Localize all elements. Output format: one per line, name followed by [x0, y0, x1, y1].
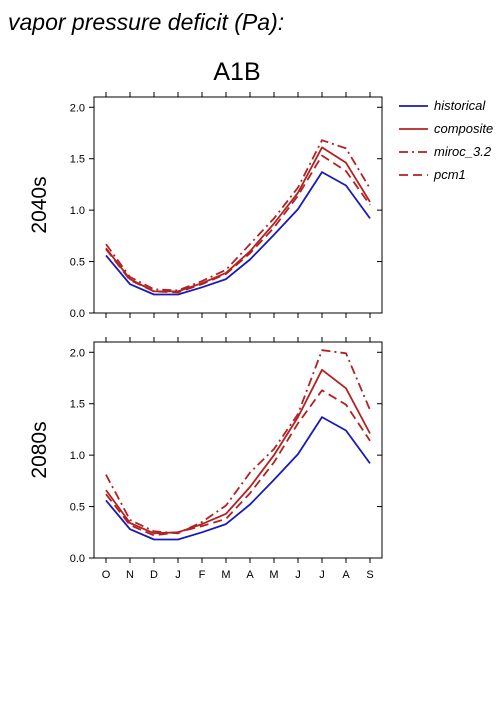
- x-tick-label: M: [269, 569, 278, 581]
- x-tick-label: F: [199, 569, 206, 581]
- legend-label: miroc_3.2: [434, 144, 492, 159]
- x-tick-label: A: [342, 569, 350, 581]
- row-label: 2080s: [28, 421, 51, 478]
- y-tick-label: 2.0: [70, 347, 85, 359]
- x-tick-label: S: [366, 569, 373, 581]
- legend: historical composite miroc_3.2 pcm1: [399, 98, 493, 182]
- y-tick-label: 0.5: [70, 257, 85, 269]
- series-line-historical: [105, 416, 371, 541]
- series-line-composite: [105, 368, 371, 535]
- x-tick-label: O: [102, 569, 111, 581]
- legend-label: composite: [434, 121, 493, 136]
- x-tick-label: M: [221, 569, 230, 581]
- x-tick-label: A: [246, 569, 254, 581]
- y-tick-label: 1.0: [70, 450, 85, 462]
- y-tick-label: 1.5: [70, 399, 85, 411]
- series-line-miroc-3-2: [105, 349, 371, 535]
- scenario-title: A1B: [213, 58, 260, 86]
- y-tick-label: 1.0: [70, 205, 85, 217]
- y-tick-label: 0.0: [70, 308, 85, 320]
- x-tick-label: J: [295, 569, 301, 581]
- x-tick-label: J: [175, 569, 181, 581]
- plot-frame: [93, 341, 383, 559]
- series-line-miroc-3-2: [105, 139, 371, 292]
- y-tick-label: 1.5: [70, 154, 85, 166]
- plot-frame: [93, 96, 383, 314]
- y-tick-label: 2.0: [70, 102, 85, 114]
- y-tick-label: 0.5: [70, 502, 85, 514]
- y-tick-label: 0.0: [70, 553, 85, 565]
- legend-label: pcm1: [433, 167, 466, 182]
- x-tick-label: D: [150, 569, 158, 581]
- series-line-pcm1: [105, 389, 371, 537]
- x-tick-label: N: [126, 569, 134, 581]
- panel-2080s: 0.0 0.5 1.0 1.5 2.0 O N D J F M A M J J A S 2080s: [28, 337, 383, 581]
- x-tick-label: J: [319, 569, 325, 581]
- series-line-historical: [105, 171, 371, 296]
- series-line-pcm1: [105, 154, 371, 294]
- panel-2040s: 0.0 0.5 1.0 1.5 2.0 2040s: [28, 92, 383, 320]
- figure-title: vapor pressure deficit (Pa):: [8, 9, 284, 35]
- legend-label: historical: [434, 98, 486, 113]
- row-label: 2040s: [28, 176, 51, 233]
